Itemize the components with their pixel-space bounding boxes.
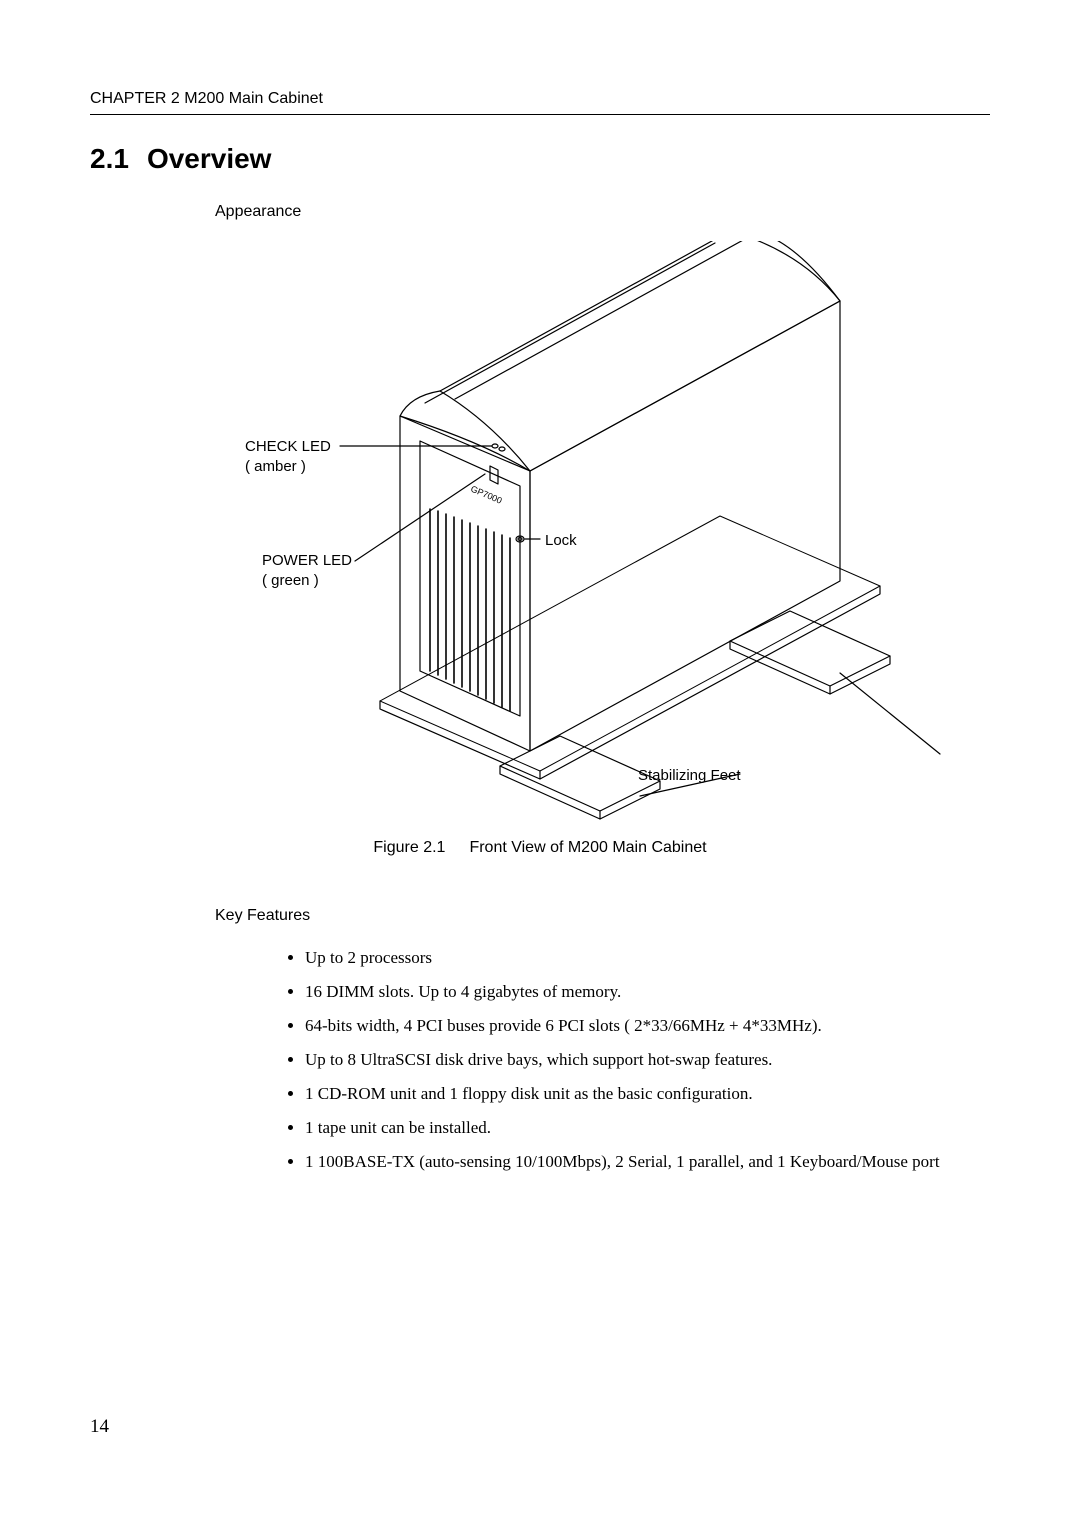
- figure-area: CHECK LED ( amber ) POWER LED ( green ) …: [90, 241, 990, 821]
- section-number: 2.1: [90, 143, 129, 174]
- section-title-text: Overview: [147, 143, 272, 174]
- list-item: Up to 8 UltraSCSI disk drive bays, which…: [305, 1049, 990, 1072]
- list-item: 1 CD-ROM unit and 1 floppy disk unit as …: [305, 1083, 990, 1106]
- figure-caption: Figure 2.1 Front View of M200 Main Cabine…: [90, 839, 990, 857]
- model-label: GP7000: [469, 484, 503, 506]
- section-title: 2.1 Overview: [90, 143, 990, 175]
- cabinet-illustration: GP7000: [240, 241, 980, 821]
- list-item: 16 DIMM slots. Up to 4 gigabytes of memo…: [305, 981, 990, 1004]
- list-item: 1 tape unit can be installed.: [305, 1117, 990, 1140]
- key-features-list: Up to 2 processors 16 DIMM slots. Up to …: [305, 947, 990, 1174]
- appearance-heading: Appearance: [215, 203, 990, 221]
- figure-label: Figure 2.1: [373, 839, 445, 856]
- figure-caption-text: Front View of M200 Main Cabinet: [469, 839, 706, 856]
- chapter-header: CHAPTER 2 M200 Main Cabinet: [90, 90, 990, 115]
- page-number: 14: [90, 1416, 109, 1438]
- list-item: 1 100BASE-TX (auto-sensing 10/100Mbps), …: [305, 1151, 990, 1174]
- list-item: Up to 2 processors: [305, 947, 990, 970]
- list-item: 64-bits width, 4 PCI buses provide 6 PCI…: [305, 1015, 990, 1038]
- key-features-heading: Key Features: [215, 907, 990, 925]
